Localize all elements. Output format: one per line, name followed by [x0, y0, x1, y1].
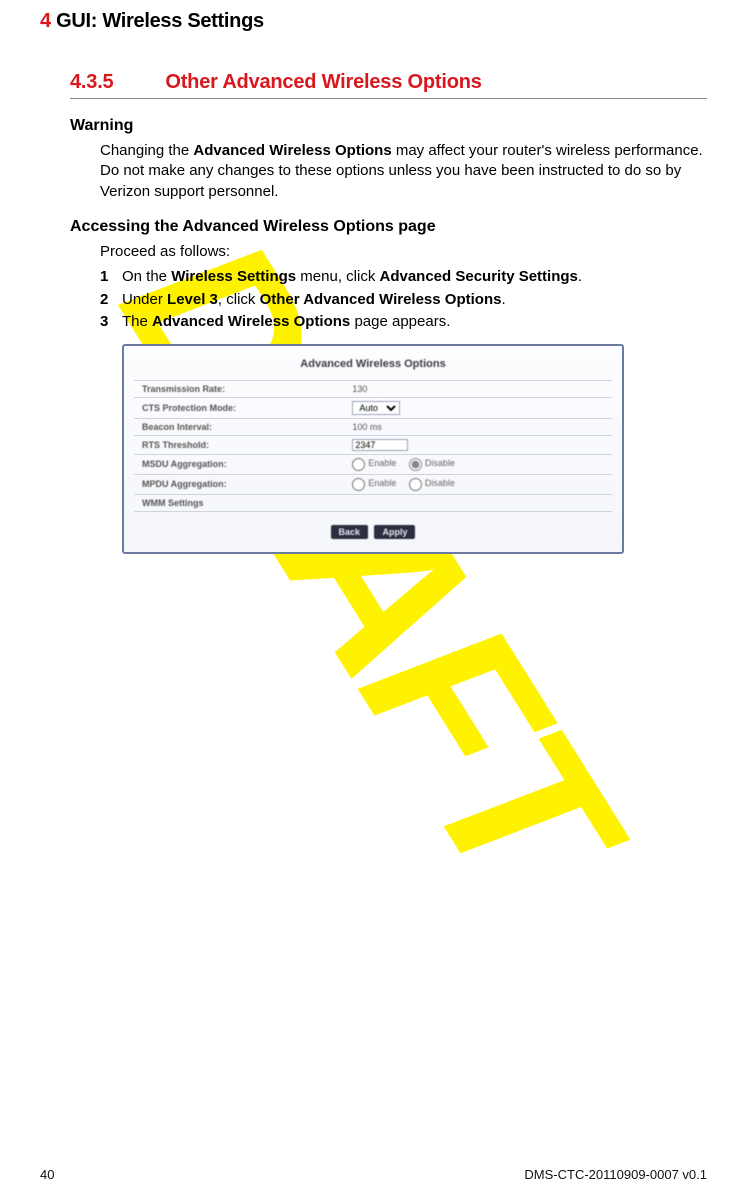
step-bold: Other Advanced Wireless Options	[260, 291, 502, 308]
step-text: .	[578, 268, 582, 285]
table-row: WMM Settings	[134, 494, 612, 511]
section-number: 4.3.5	[70, 71, 160, 94]
radio-enable[interactable]: Enable	[352, 478, 396, 488]
warning-heading: Warning	[70, 117, 707, 135]
steps-list: 1 On the Wireless Settings menu, click A…	[100, 266, 707, 334]
list-item: 2 Under Level 3, click Other Advanced Wi…	[100, 289, 707, 312]
row-label: MSDU Aggregation:	[134, 454, 344, 474]
apply-button[interactable]: Apply	[374, 525, 415, 539]
row-value: 130	[344, 380, 612, 397]
radio-input[interactable]	[352, 478, 365, 491]
table-row: CTS Protection Mode: Auto	[134, 397, 612, 418]
row-value: Enable Disable	[344, 474, 612, 494]
radio-disable[interactable]: Disable	[409, 478, 455, 488]
row-label: Transmission Rate:	[134, 380, 344, 397]
radio-label-text: Disable	[425, 458, 455, 468]
row-value: Auto	[344, 397, 612, 418]
step-text: On the	[122, 268, 171, 285]
table-row: Transmission Rate: 130	[134, 380, 612, 397]
screenshot-buttons: Back Apply	[134, 522, 612, 540]
warning-text: Changing the Advanced Wireless Options m…	[100, 141, 707, 202]
step-num: 1	[100, 266, 108, 289]
radio-label-text: Enable	[368, 458, 396, 468]
section-rule	[70, 98, 707, 99]
warning-pre: Changing the	[100, 142, 193, 159]
step-bold: Wireless Settings	[171, 268, 296, 285]
step-bold: Advanced Security Settings	[379, 268, 577, 285]
access-heading: Accessing the Advanced Wireless Options …	[70, 218, 707, 236]
step-text: menu, click	[296, 268, 379, 285]
options-table: Transmission Rate: 130 CTS Protection Mo…	[134, 380, 612, 512]
chapter-header: 4 GUI: Wireless Settings	[40, 0, 707, 33]
step-text: .	[501, 291, 505, 308]
row-value: Enable Disable	[344, 454, 612, 474]
warning-bold: Advanced Wireless Options	[193, 142, 391, 159]
back-button[interactable]: Back	[331, 525, 369, 539]
page-number: 40	[40, 1167, 54, 1182]
radio-label-text: Disable	[425, 478, 455, 488]
section-heading: 4.3.5 Other Advanced Wireless Options	[70, 71, 707, 94]
page-footer: 40 DMS-CTC-20110909-0007 v0.1	[40, 1167, 707, 1182]
screenshot-title: Advanced Wireless Options	[134, 358, 612, 370]
step-num: 3	[100, 311, 108, 334]
table-row: MPDU Aggregation: Enable Disable	[134, 474, 612, 494]
radio-input[interactable]	[409, 478, 422, 491]
doc-id: DMS-CTC-20110909-0007 v0.1	[524, 1167, 707, 1182]
step-text: The	[122, 313, 152, 330]
step-text: , click	[218, 291, 260, 308]
step-bold: Level 3	[167, 291, 218, 308]
radio-input[interactable]	[352, 458, 365, 471]
rts-threshold-input[interactable]	[352, 439, 408, 451]
table-row: RTS Threshold:	[134, 435, 612, 454]
row-value: 100 ms	[344, 418, 612, 435]
step-text: Under	[122, 291, 167, 308]
table-row: Beacon Interval: 100 ms	[134, 418, 612, 435]
row-label: MPDU Aggregation:	[134, 474, 344, 494]
row-label: Beacon Interval:	[134, 418, 344, 435]
step-num: 2	[100, 289, 108, 312]
section-title: Other Advanced Wireless Options	[165, 71, 481, 93]
row-value	[344, 494, 612, 511]
radio-enable[interactable]: Enable	[352, 458, 396, 468]
list-item: 1 On the Wireless Settings menu, click A…	[100, 266, 707, 289]
list-item: 3 The Advanced Wireless Options page app…	[100, 311, 707, 334]
chapter-title-text: GUI: Wireless Settings	[56, 10, 264, 32]
radio-label-text: Enable	[368, 478, 396, 488]
radio-input[interactable]	[409, 458, 422, 471]
cts-mode-select[interactable]: Auto	[352, 401, 400, 415]
chapter-number: 4	[40, 10, 51, 32]
step-bold: Advanced Wireless Options	[152, 313, 350, 330]
radio-disable[interactable]: Disable	[409, 458, 455, 468]
row-value	[344, 435, 612, 454]
options-screenshot: Advanced Wireless Options Transmission R…	[122, 344, 624, 554]
access-intro: Proceed as follows:	[100, 242, 707, 262]
table-row: MSDU Aggregation: Enable Disable	[134, 454, 612, 474]
row-label: CTS Protection Mode:	[134, 397, 344, 418]
step-text: page appears.	[350, 313, 450, 330]
row-label: WMM Settings	[134, 494, 344, 511]
row-label: RTS Threshold:	[134, 435, 344, 454]
